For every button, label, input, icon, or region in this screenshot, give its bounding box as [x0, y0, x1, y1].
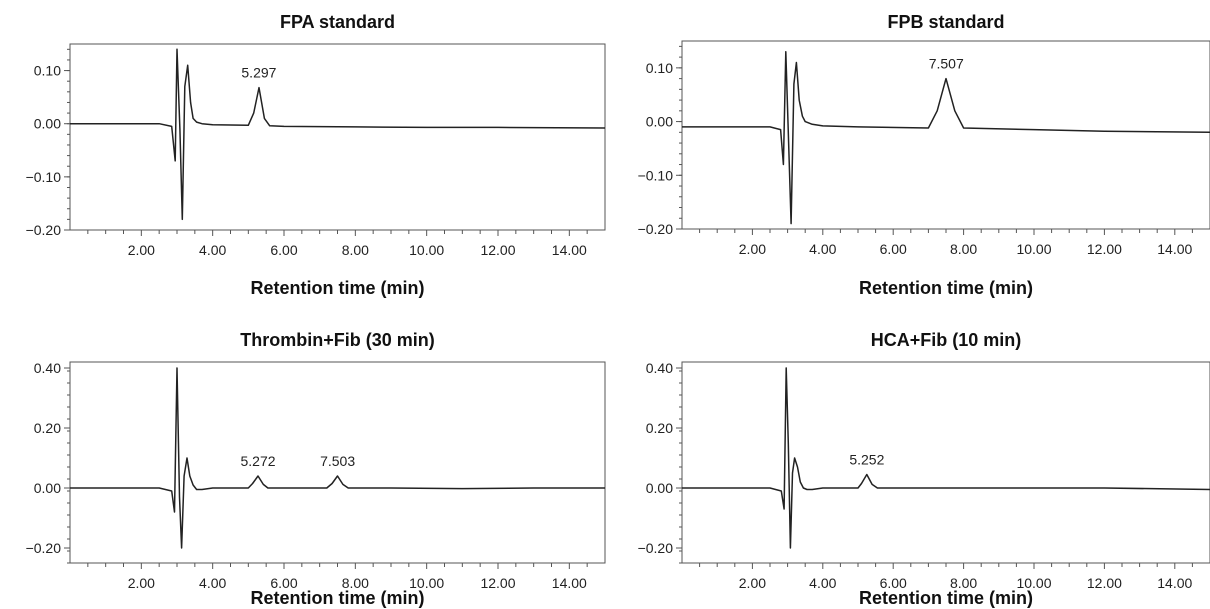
x-tick-label: 2.00: [739, 575, 766, 591]
y-tick-label: −0.10: [26, 169, 62, 185]
x-tick-label: 14.00: [552, 242, 587, 258]
plot-frame: [681, 361, 1210, 564]
x-tick-label: 4.00: [199, 242, 226, 258]
y-tick-label: −0.20: [638, 540, 674, 556]
x-tick-label: 14.00: [1157, 241, 1192, 257]
chart-panel-1: FPA standard 2.00 4.00 6.00 8.00 10.00 12.00 14…: [26, 12, 606, 298]
peak-label: 5.252: [849, 452, 884, 468]
y-tick-label: 0.40: [34, 360, 61, 376]
chart-panel-3: Thrombin+Fib (30 min) 2.00 4.00 6.00 8.00 10.…: [26, 330, 606, 608]
chart-panel-2: FPB standard 2.00 4.00 6.00 8.00 10.00 12.00 14…: [638, 12, 1210, 298]
y-tick-label: −0.20: [26, 222, 62, 238]
x-tick-label: 12.00: [480, 575, 515, 591]
y-tick-label: −0.20: [638, 221, 674, 237]
x-tick-label: 12.00: [480, 242, 515, 258]
plot-frame: [69, 43, 606, 231]
x-tick-label: 6.00: [880, 575, 907, 591]
x-tick-label: 8.00: [950, 575, 977, 591]
chart-panel-4: HCA+Fib (10 min) 2.00 4.00 6.00 8.00 10.00 12.…: [638, 330, 1210, 608]
y-tick-label: 0.20: [34, 420, 61, 436]
x-tick-label: 4.00: [809, 575, 836, 591]
y-tick-label: 0.00: [34, 480, 61, 496]
y-tick-label: 0.10: [646, 60, 673, 76]
x-tick-label: 8.00: [950, 241, 977, 257]
chart-title: Thrombin+Fib (30 min): [240, 330, 435, 350]
chart-title: HCA+Fib (10 min): [871, 330, 1022, 350]
x-tick-label: 10.00: [409, 242, 444, 258]
x-tick-label: 14.00: [1157, 575, 1192, 591]
x-tick-label: 12.00: [1087, 575, 1122, 591]
x-tick-label: 2.00: [128, 575, 155, 591]
x-axis-label: Retention time (min): [859, 588, 1033, 608]
y-tick-label: 0.20: [646, 420, 673, 436]
peak-label: 5.297: [241, 65, 276, 81]
x-axis-label: Retention time (min): [251, 278, 425, 298]
x-tick-label: 10.00: [409, 575, 444, 591]
y-tick-label: 0.10: [34, 63, 61, 79]
x-tick-label: 8.00: [342, 242, 369, 258]
x-tick-label: 12.00: [1087, 241, 1122, 257]
chromatogram-trace: [682, 367, 1210, 549]
x-tick-label: 10.00: [1016, 575, 1051, 591]
x-tick-label: 2.00: [739, 241, 766, 257]
chromatogram-trace: [682, 50, 1210, 225]
x-axis-label: Retention time (min): [859, 278, 1033, 298]
chart-title: FPB standard: [887, 12, 1004, 32]
y-tick-label: 0.00: [646, 114, 673, 130]
chart-title: FPA standard: [280, 12, 395, 32]
x-tick-label: 2.00: [128, 242, 155, 258]
x-tick-label: 14.00: [552, 575, 587, 591]
peak-label: 7.503: [320, 453, 355, 469]
x-tick-label: 8.00: [342, 575, 369, 591]
x-axis-label: Retention time (min): [251, 588, 425, 608]
y-tick-label: 0.00: [34, 116, 61, 132]
y-tick-label: −0.10: [638, 167, 674, 183]
chromatogram-trace: [70, 367, 605, 549]
peak-label: 5.272: [241, 453, 276, 469]
x-tick-label: 4.00: [199, 575, 226, 591]
y-tick-label: 0.40: [646, 360, 673, 376]
peak-label: 7.507: [929, 56, 964, 72]
x-tick-label: 6.00: [270, 242, 297, 258]
y-tick-label: −0.20: [26, 540, 62, 556]
x-tick-label: 6.00: [270, 575, 297, 591]
x-tick-label: 10.00: [1016, 241, 1051, 257]
x-tick-label: 6.00: [880, 241, 907, 257]
x-tick-label: 4.00: [809, 241, 836, 257]
chromatogram-trace: [70, 48, 606, 221]
y-tick-label: 0.00: [646, 480, 673, 496]
